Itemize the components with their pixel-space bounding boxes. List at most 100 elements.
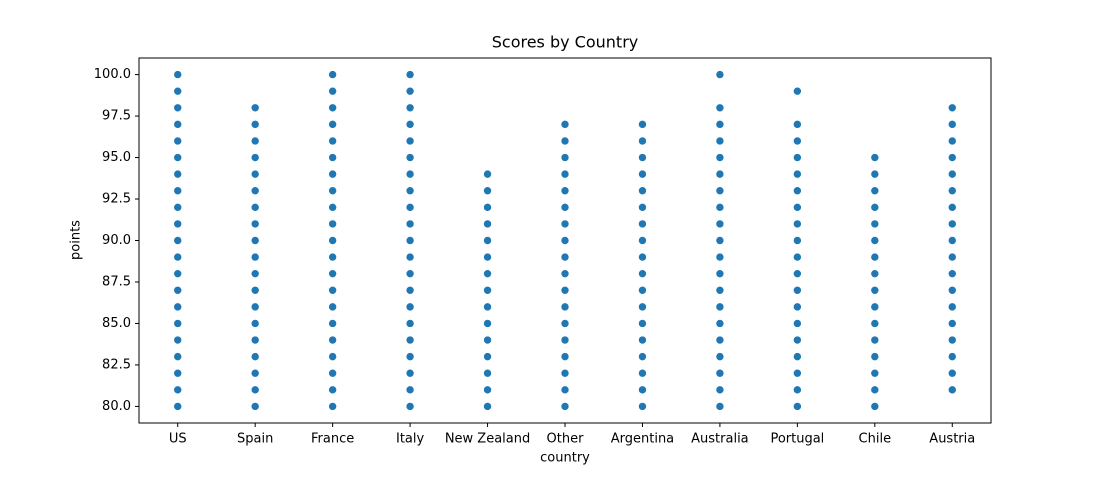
point xyxy=(947,319,957,328)
point xyxy=(405,219,415,229)
point xyxy=(405,285,415,295)
point xyxy=(173,335,183,345)
point xyxy=(250,352,260,361)
point xyxy=(328,219,337,229)
point xyxy=(328,385,337,395)
point xyxy=(715,70,725,79)
y-tick-label: 95.0 xyxy=(102,150,131,165)
y-tick-label: 85.0 xyxy=(102,316,131,331)
point xyxy=(405,352,415,361)
point xyxy=(715,219,725,229)
point xyxy=(870,368,880,378)
point xyxy=(173,70,183,79)
point xyxy=(560,269,570,278)
point xyxy=(405,402,415,411)
y-tick-label: 80.0 xyxy=(102,399,131,414)
point xyxy=(793,219,802,229)
point xyxy=(173,385,183,395)
point xyxy=(328,402,337,411)
point xyxy=(483,285,492,295)
point xyxy=(870,269,880,278)
point xyxy=(638,169,647,179)
point xyxy=(328,86,337,96)
point xyxy=(483,219,492,229)
point xyxy=(405,136,415,146)
point xyxy=(483,302,492,312)
point xyxy=(638,285,647,295)
point xyxy=(715,120,725,129)
point xyxy=(328,136,337,146)
point xyxy=(870,236,880,245)
point xyxy=(173,169,183,179)
point xyxy=(328,368,337,378)
point xyxy=(947,236,957,245)
point xyxy=(328,236,337,245)
point xyxy=(483,236,492,245)
x-tick-label: Australia xyxy=(691,432,749,447)
point xyxy=(947,252,957,262)
point xyxy=(483,319,492,328)
point xyxy=(560,136,570,146)
point xyxy=(328,103,337,113)
point xyxy=(793,335,802,345)
x-tick-label: New Zealand xyxy=(445,432,530,447)
point xyxy=(870,402,880,411)
point xyxy=(870,385,880,395)
point xyxy=(560,186,570,196)
point xyxy=(173,402,183,411)
point xyxy=(870,153,880,162)
point xyxy=(405,169,415,179)
point xyxy=(405,319,415,328)
x-axis-label: country xyxy=(540,451,590,466)
point xyxy=(947,385,957,395)
chart-title: Scores by Country xyxy=(492,33,639,52)
point xyxy=(793,153,802,162)
point xyxy=(793,186,802,196)
point xyxy=(328,285,337,295)
point xyxy=(405,269,415,278)
point xyxy=(638,186,647,196)
point xyxy=(328,169,337,179)
point xyxy=(947,203,957,212)
point xyxy=(793,368,802,378)
point xyxy=(173,120,183,129)
point xyxy=(638,319,647,328)
point xyxy=(947,335,957,345)
point xyxy=(173,352,183,361)
point xyxy=(638,402,647,411)
point xyxy=(560,302,570,312)
point xyxy=(173,252,183,262)
point xyxy=(560,335,570,345)
point xyxy=(715,186,725,196)
point xyxy=(250,203,260,212)
point xyxy=(173,319,183,328)
x-tick-label: Portugal xyxy=(770,432,824,447)
point xyxy=(638,252,647,262)
point xyxy=(250,219,260,229)
point xyxy=(793,352,802,361)
point xyxy=(560,319,570,328)
point xyxy=(870,335,880,345)
y-tick-label: 90.0 xyxy=(102,233,131,248)
point xyxy=(793,252,802,262)
point xyxy=(560,402,570,411)
point xyxy=(250,285,260,295)
point xyxy=(405,368,415,378)
point xyxy=(328,302,337,312)
point xyxy=(715,319,725,328)
point xyxy=(405,252,415,262)
point xyxy=(405,302,415,312)
point xyxy=(173,285,183,295)
point xyxy=(638,385,647,395)
point xyxy=(793,385,802,395)
point xyxy=(793,319,802,328)
point xyxy=(870,169,880,179)
point xyxy=(870,219,880,229)
point xyxy=(560,385,570,395)
point xyxy=(715,385,725,395)
point xyxy=(870,302,880,312)
point xyxy=(328,203,337,212)
point xyxy=(947,219,957,229)
point xyxy=(793,285,802,295)
